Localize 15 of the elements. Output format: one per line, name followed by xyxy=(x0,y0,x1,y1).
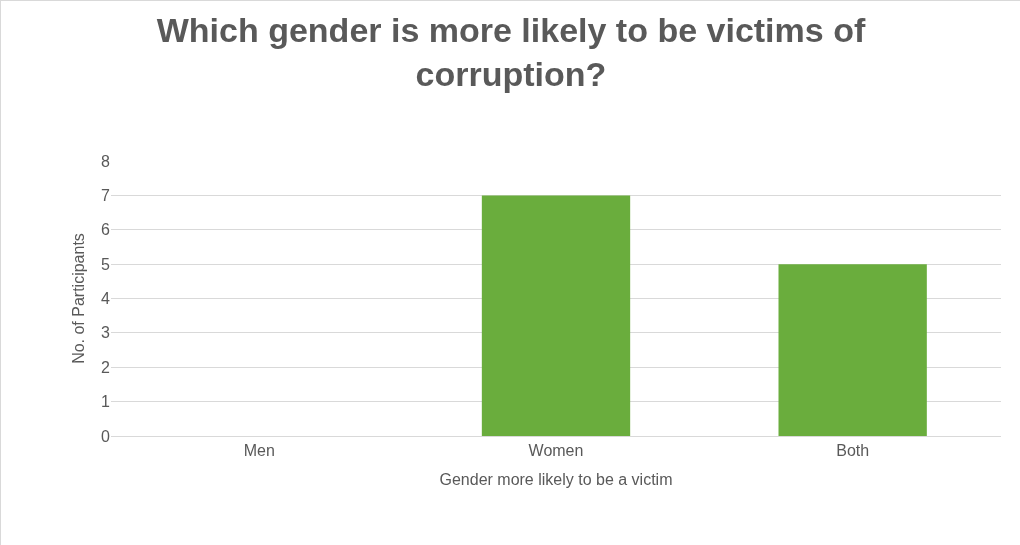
y-tick-label: 3 xyxy=(101,324,111,342)
y-tick-label: 1 xyxy=(101,393,111,411)
y-tick-label: 0 xyxy=(101,427,111,445)
y-tick-label: 2 xyxy=(101,358,111,376)
y-tick-label: 6 xyxy=(101,221,111,239)
y-tick-label: 7 xyxy=(101,186,111,204)
x-axis-title: Gender more likely to be a victim xyxy=(439,470,673,488)
y-tick-label: 5 xyxy=(101,255,111,273)
y-tick-label: 4 xyxy=(101,290,111,308)
x-tick-label: Women xyxy=(528,442,584,460)
y-axis-title: No. of Participants xyxy=(69,233,87,364)
x-tick-label: Both xyxy=(836,442,870,460)
y-tick-label: 8 xyxy=(101,152,111,170)
chart-title: Which gender is more likely to be victims of corruption? xyxy=(156,10,866,94)
x-tick-label: Men xyxy=(243,442,275,460)
